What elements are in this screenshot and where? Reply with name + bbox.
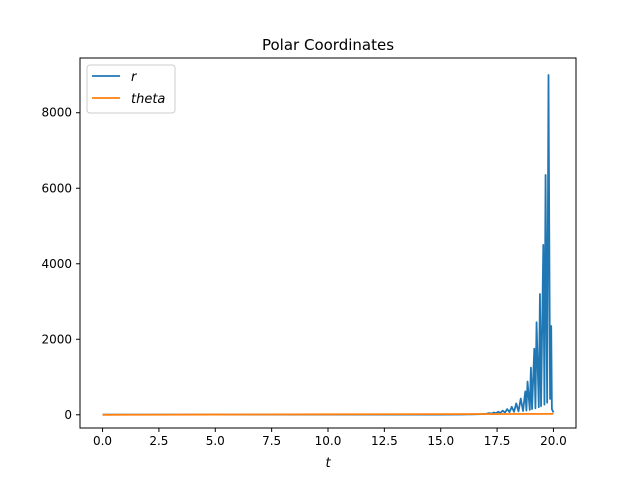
plot-lines — [102, 74, 555, 416]
legend-label-theta: theta — [131, 92, 165, 107]
x-tick-label: 0.0 — [93, 434, 112, 448]
chart-title: Polar Coordinates — [262, 36, 394, 54]
x-tick-label: 17.5 — [484, 434, 511, 448]
x-axis-label: t — [325, 456, 331, 471]
legend-box — [86, 64, 176, 114]
y-tick-label: 8000 — [41, 106, 72, 120]
series-line-theta — [102, 412, 554, 416]
x-tick-label: 20.0 — [540, 434, 567, 448]
x-tick-label: 5.0 — [206, 434, 225, 448]
y-tick-label: 0 — [64, 408, 72, 422]
x-tick-label: 2.5 — [149, 434, 168, 448]
legend-label-r: r — [131, 70, 138, 85]
x-tick-label: 7.5 — [262, 434, 281, 448]
x-tick-label: 10.0 — [315, 434, 342, 448]
y-tick-label: 6000 — [41, 181, 72, 195]
y-axis: 0 2000 4000 6000 8000 — [41, 106, 80, 422]
x-axis: 0.0 2.5 5.0 7.5 10.0 12.5 15.0 17.5 20.0 — [93, 428, 567, 448]
x-tick-label: 12.5 — [371, 434, 398, 448]
y-tick-label: 4000 — [41, 257, 72, 271]
x-tick-label: 15.0 — [427, 434, 454, 448]
legend: r theta — [86, 64, 176, 114]
y-tick-label: 2000 — [41, 332, 72, 346]
